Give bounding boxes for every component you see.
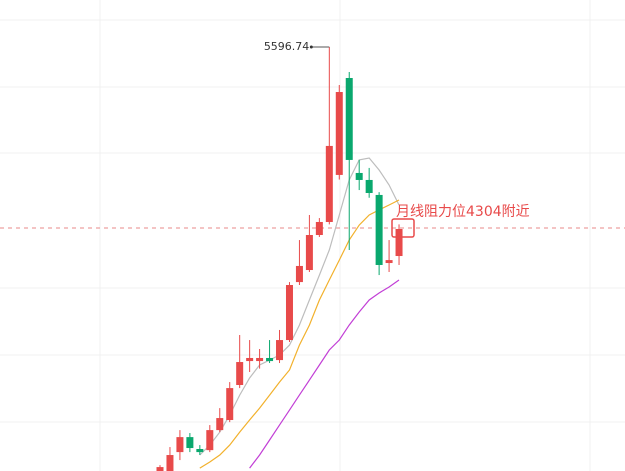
candle-body xyxy=(335,92,343,175)
candle-body xyxy=(196,449,204,453)
candle-body xyxy=(176,437,184,453)
candle-body xyxy=(266,357,274,362)
annotation: 月线阻力位4304附近 xyxy=(396,204,530,220)
candle-body xyxy=(315,221,323,236)
ma-line xyxy=(199,199,400,469)
high-dot xyxy=(309,45,313,49)
candle-body xyxy=(226,388,234,421)
candle-body xyxy=(345,78,353,160)
candle-body xyxy=(395,228,403,257)
candle-body xyxy=(156,467,164,471)
candle-body xyxy=(206,430,214,451)
candle-body xyxy=(365,179,373,193)
candle-body xyxy=(285,285,293,341)
candle-body xyxy=(236,362,244,386)
ma-line xyxy=(249,279,400,469)
candle-body xyxy=(256,357,264,362)
highlight-box xyxy=(391,218,415,238)
plot: 5596.74 xyxy=(156,40,403,471)
candle-body xyxy=(295,265,303,283)
high-label: 5596.74 xyxy=(264,40,310,53)
candle-body xyxy=(325,145,333,222)
candle-body xyxy=(385,260,393,264)
candle-body xyxy=(246,357,254,362)
candle-body xyxy=(276,340,284,361)
candle-body xyxy=(375,194,383,265)
candle-body xyxy=(186,437,194,449)
candle-body xyxy=(166,455,174,471)
candle-body xyxy=(355,172,363,180)
candle-body xyxy=(305,235,313,271)
candle-body xyxy=(216,418,224,431)
